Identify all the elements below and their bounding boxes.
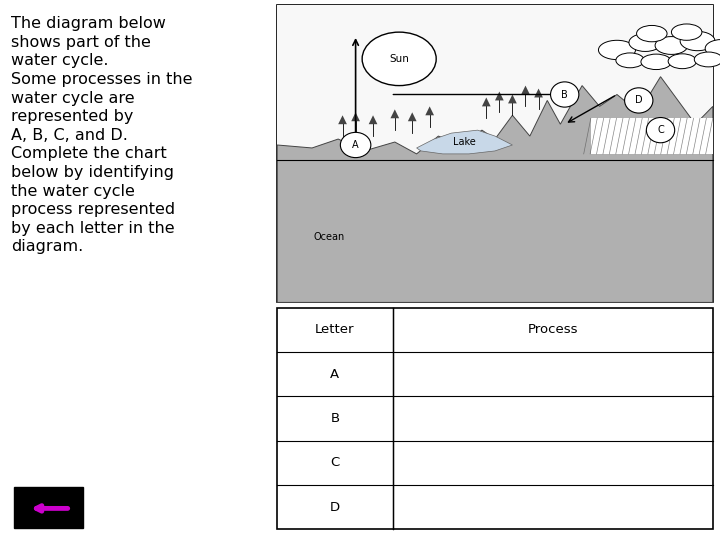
Ellipse shape bbox=[680, 31, 715, 51]
Text: B: B bbox=[330, 412, 339, 425]
Ellipse shape bbox=[624, 88, 653, 113]
Polygon shape bbox=[338, 116, 347, 124]
Polygon shape bbox=[508, 94, 517, 104]
Ellipse shape bbox=[362, 32, 436, 86]
Ellipse shape bbox=[655, 37, 688, 55]
Bar bbox=[277, 5, 713, 160]
Polygon shape bbox=[534, 89, 543, 97]
Polygon shape bbox=[495, 91, 504, 100]
Ellipse shape bbox=[672, 24, 702, 40]
Polygon shape bbox=[426, 106, 434, 116]
Polygon shape bbox=[482, 97, 490, 106]
Text: Letter: Letter bbox=[315, 323, 355, 336]
Ellipse shape bbox=[705, 39, 720, 57]
Text: C: C bbox=[657, 125, 664, 135]
Ellipse shape bbox=[647, 118, 675, 143]
Polygon shape bbox=[277, 77, 713, 302]
Ellipse shape bbox=[629, 33, 662, 51]
Bar bbox=[14, 487, 83, 528]
Ellipse shape bbox=[551, 82, 579, 107]
Text: A: A bbox=[330, 368, 339, 381]
Text: The diagram below
shows part of the
water cycle.
Some processes in the
water cyc: The diagram below shows part of the wate… bbox=[11, 16, 192, 254]
Text: D: D bbox=[635, 96, 642, 105]
Polygon shape bbox=[351, 112, 360, 122]
Text: Sun: Sun bbox=[390, 54, 409, 64]
Polygon shape bbox=[369, 116, 377, 124]
Ellipse shape bbox=[616, 53, 644, 68]
Polygon shape bbox=[417, 130, 513, 154]
Text: Process: Process bbox=[528, 323, 578, 336]
Ellipse shape bbox=[636, 25, 667, 42]
Text: Ocean: Ocean bbox=[314, 232, 345, 242]
Ellipse shape bbox=[641, 54, 672, 70]
Polygon shape bbox=[390, 109, 399, 118]
Text: D: D bbox=[330, 501, 340, 514]
Text: B: B bbox=[562, 90, 568, 99]
Text: C: C bbox=[330, 456, 340, 469]
Polygon shape bbox=[408, 112, 417, 122]
Bar bbox=[277, 5, 713, 302]
Text: Water Cycle: Water Cycle bbox=[459, 14, 534, 26]
Ellipse shape bbox=[668, 54, 696, 69]
Ellipse shape bbox=[598, 40, 636, 59]
Ellipse shape bbox=[694, 52, 720, 67]
Text: Lake: Lake bbox=[453, 137, 476, 147]
Polygon shape bbox=[521, 85, 530, 94]
Ellipse shape bbox=[341, 132, 371, 158]
Text: A: A bbox=[352, 140, 359, 150]
Polygon shape bbox=[591, 118, 713, 154]
Bar bbox=[277, 308, 713, 529]
